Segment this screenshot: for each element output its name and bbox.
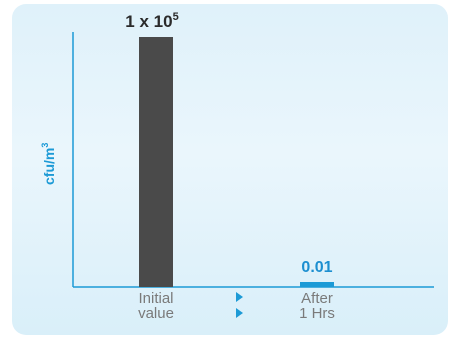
bar-0 — [139, 37, 173, 287]
category-label-1-line-0: After — [301, 290, 333, 307]
play-triangle-icon — [236, 308, 243, 318]
value-label-base-1: 0.01 — [301, 259, 332, 276]
y-axis-label-text: cfu/m — [41, 148, 57, 185]
y-axis-label: cfu/m3 — [40, 143, 57, 185]
value-label-exponent-0: 5 — [173, 11, 179, 23]
value-labels-group: 1 x 105 0.01 — [125, 11, 332, 276]
value-label-1: 0.01 — [301, 259, 332, 276]
category-label-0-line-1: value — [138, 305, 174, 322]
play-triangle-icon — [236, 292, 243, 302]
separator-arrows-group — [236, 292, 243, 318]
value-label-0: 1 x 105 — [125, 11, 178, 31]
chart-panel — [12, 4, 448, 335]
value-label-base-0: 1 x 10 — [125, 12, 172, 31]
y-axis-label-superscript: 3 — [40, 143, 50, 148]
bars-group — [139, 37, 334, 287]
category-label-1-line-1: 1 Hrs — [299, 305, 335, 322]
category-label-0-line-0: Initial — [138, 290, 173, 307]
bar-1 — [300, 282, 334, 287]
